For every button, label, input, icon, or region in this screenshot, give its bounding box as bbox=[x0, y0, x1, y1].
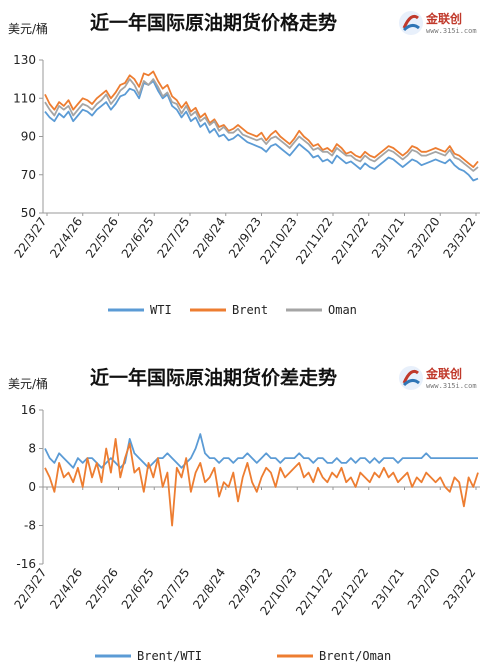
y-tick-label: 0 bbox=[28, 480, 36, 494]
series-line-wti bbox=[44, 80, 479, 182]
legend-label: Oman bbox=[328, 303, 357, 317]
series-line-oman bbox=[44, 78, 479, 172]
x-tick-label: 22/6/25 bbox=[119, 566, 157, 612]
x-tick-label: 22/8/24 bbox=[190, 215, 228, 261]
spread-line-chart: -16-8081622/3/2722/4/2622/5/2622/6/2522/… bbox=[11, 403, 480, 663]
series-line-brent bbox=[44, 70, 479, 169]
price-line-chart: 50 70 90 110 130 22/3/2722/4/2622/5/2622/6/25… bbox=[11, 53, 480, 317]
company-logo: 金联创 www.315i.com bbox=[398, 8, 494, 42]
x-tick-label: 23/3/22 bbox=[440, 215, 478, 261]
price-chart-panel: 美元/桶 近一年国际原油期货价格走势 金联创 www.315i.com 50 70… bbox=[0, 0, 500, 332]
company-logo: 金联创 www.315i.com bbox=[398, 363, 494, 397]
x-tick-label: 22/7/25 bbox=[154, 215, 192, 261]
x-tick-label: 23/3/22 bbox=[440, 566, 478, 612]
spread-chart-panel: 美元/桶 近一年国际原油期货价差走势 金联创 www.315i.com -16 -… bbox=[0, 355, 500, 667]
y-tick-label: -8 bbox=[24, 519, 36, 533]
y-tick-label: 90 bbox=[21, 130, 36, 144]
y-tick-label: 8 bbox=[28, 442, 36, 456]
series-line-brent-wti bbox=[44, 433, 478, 469]
x-tick-label: 22/7/25 bbox=[154, 566, 192, 612]
x-tick-label: 23/1/21 bbox=[369, 215, 407, 261]
y-unit-label: 美元/桶 bbox=[8, 22, 49, 36]
x-tick-label: 22/5/26 bbox=[83, 566, 121, 612]
x-tick-label: 22/12/22 bbox=[329, 215, 371, 267]
y-tick-label: 130 bbox=[13, 53, 36, 67]
x-tick-label: 22/6/25 bbox=[119, 215, 157, 261]
y-unit-label: 美元/桶 bbox=[8, 377, 49, 391]
y-tick-label: 70 bbox=[21, 168, 36, 182]
chart-title: 近一年国际原油期货价格走势 bbox=[90, 12, 338, 34]
legend-label: Brent/WTI bbox=[137, 649, 202, 663]
x-tick-label: 23/1/21 bbox=[369, 566, 407, 612]
x-tick-label: 22/4/26 bbox=[47, 566, 85, 612]
x-tick-label: 22/5/26 bbox=[83, 215, 121, 261]
x-tick-label: 22/4/26 bbox=[47, 215, 85, 261]
y-tick-label: 50 bbox=[21, 206, 36, 220]
y-tick-label: -16 bbox=[16, 557, 36, 571]
x-tick-label: 22/9/23 bbox=[226, 566, 264, 612]
x-tick-label: 22/8/24 bbox=[190, 566, 228, 612]
chart-title: 近一年国际原油期货价差走势 bbox=[90, 367, 338, 389]
x-tick-label: 23/2/20 bbox=[405, 215, 443, 261]
y-tick-label: 16 bbox=[21, 403, 36, 417]
x-tick-label: 22/12/22 bbox=[329, 566, 371, 618]
x-tick-label: 23/2/20 bbox=[405, 566, 443, 612]
legend-label: Brent/Oman bbox=[319, 649, 391, 663]
y-tick-label: 110 bbox=[13, 91, 36, 105]
x-tick-label: 22/3/27 bbox=[11, 566, 49, 612]
logo-url: www.315i.com bbox=[426, 27, 477, 35]
logo-name: 金联创 bbox=[426, 12, 463, 26]
series-line-brent-oman bbox=[44, 438, 479, 527]
x-tick-label: 22/9/23 bbox=[226, 215, 264, 261]
logo-url: www.315i.com bbox=[426, 382, 477, 390]
logo-name: 金联创 bbox=[426, 367, 463, 381]
legend-label: WTI bbox=[150, 303, 172, 317]
x-tick-label: 22/3/27 bbox=[11, 215, 49, 261]
logo-mark-icon bbox=[399, 11, 423, 35]
legend-label: Brent bbox=[232, 303, 268, 317]
logo-mark-icon bbox=[399, 366, 423, 390]
